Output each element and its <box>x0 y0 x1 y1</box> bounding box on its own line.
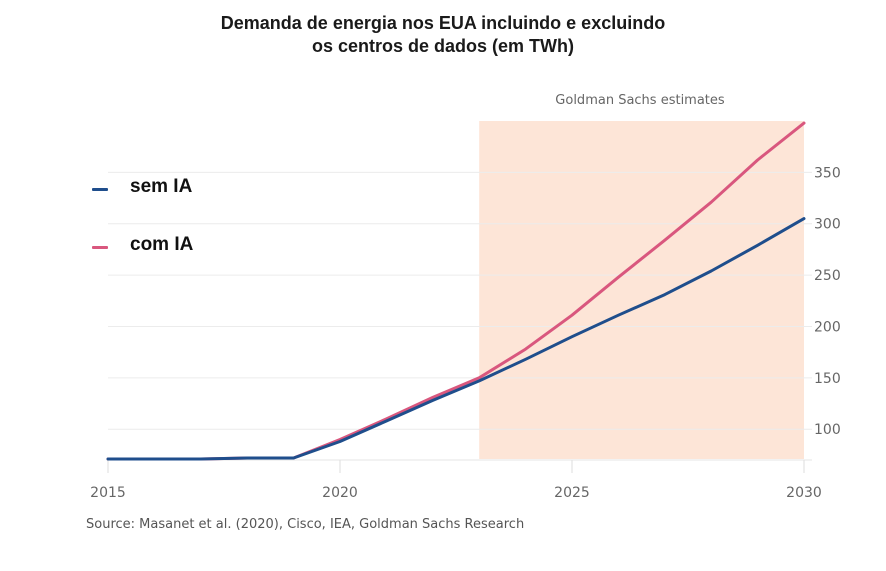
y-tick-label-150: 150 <box>814 371 841 387</box>
x-tick-label-2025: 2025 <box>554 485 590 501</box>
chart-title-line-2: os centros de dados (em TWh) <box>311 36 575 56</box>
y-tick-label-100: 100 <box>814 422 841 438</box>
legend-swatch-sem-ia <box>92 188 108 191</box>
y-tick-label-200: 200 <box>814 319 841 335</box>
legend-swatch-com-ia <box>92 246 108 249</box>
x-tick-label-2030: 2030 <box>786 485 822 501</box>
legend-label-com-ia: com IA <box>130 234 194 255</box>
y-tick-label-250: 250 <box>814 268 841 284</box>
chart-title-line-1: Demanda de energia nos EUA incluindo e e… <box>220 13 666 33</box>
series-line-sem-ia <box>106 217 806 461</box>
forecast-region-label: Goldman Sachs estimates <box>555 93 725 108</box>
x-tick-label-2020: 2020 <box>322 485 358 501</box>
x-tick-label-2015: 2015 <box>90 485 126 501</box>
y-tick-label-300: 300 <box>814 217 841 233</box>
legend-label-sem-ia: sem IA <box>130 176 193 197</box>
source-note: Source: Masanet et al. (2020), Cisco, IE… <box>86 517 525 532</box>
forecast-shaded-region <box>479 121 804 459</box>
y-tick-label-350: 350 <box>814 165 841 181</box>
chart-title: Demanda de energia nos EUA incluindo e e… <box>0 12 886 58</box>
